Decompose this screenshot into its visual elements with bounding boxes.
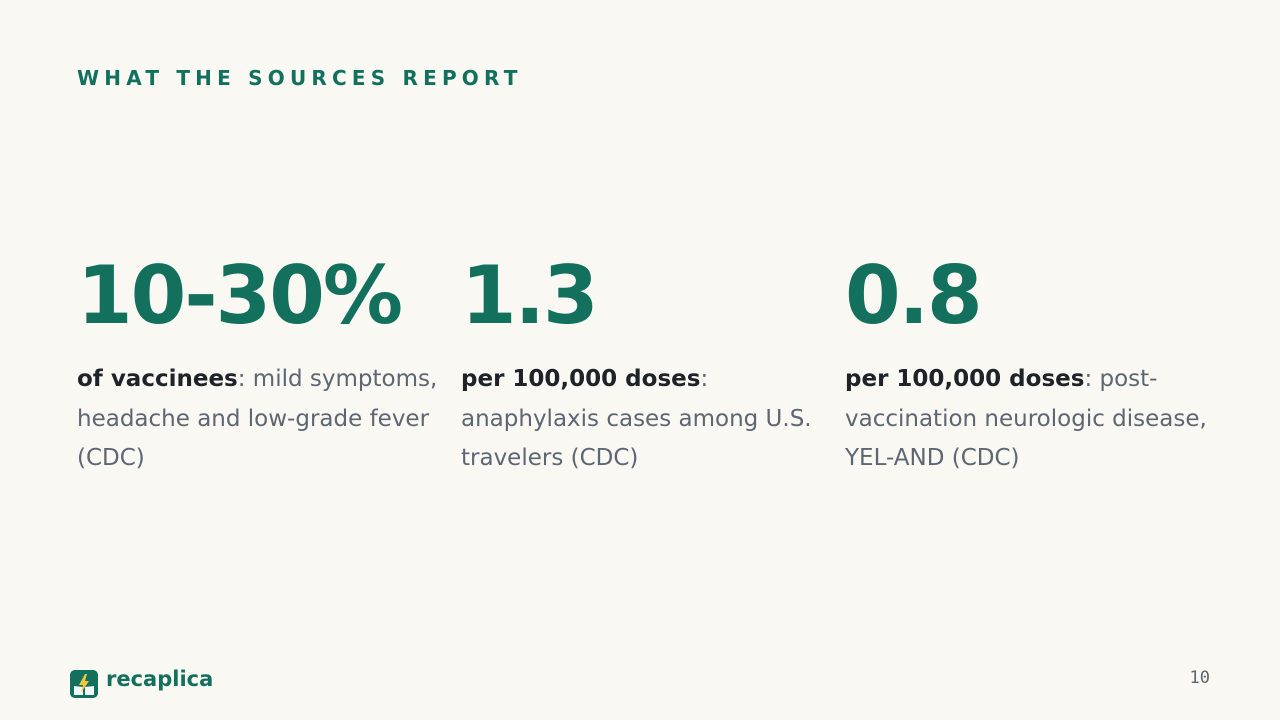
stat-card: 0.8 per 100,000 doses: post-vaccination … (845, 252, 1215, 479)
stat-card: 10-30% of vaccinees: mild symptoms, head… (77, 252, 447, 479)
stat-card: 1.3 per 100,000 doses: anaphylaxis cases… (461, 252, 831, 479)
stat-value: 1.3 (461, 249, 599, 342)
stat-lead: of vaccinees (77, 366, 238, 392)
stat-value: 0.8 (845, 249, 983, 342)
stat-description: per 100,000 doses: anaphylaxis cases amo… (461, 360, 831, 479)
stat-separator: : (237, 366, 246, 392)
stat-value: 10-30% (77, 249, 403, 342)
stat-separator: : (1084, 366, 1093, 392)
stat-text: post-vaccination neurologic disease, YEL… (845, 366, 1207, 471)
page-number: 10 (1189, 668, 1210, 688)
eyebrow-heading: WHAT THE SOURCES REPORT (77, 66, 523, 90)
stat-description: of vaccinees: mild symptoms, headache an… (77, 360, 447, 479)
brand-logo: recaplica (70, 667, 214, 700)
stat-lead: per 100,000 doses (845, 366, 1085, 392)
stat-separator: : (700, 366, 709, 392)
brand-name: recaplica (106, 667, 214, 691)
stat-description: per 100,000 doses: post-vaccination neur… (845, 360, 1215, 479)
lightning-book-icon (70, 670, 98, 698)
stat-lead: per 100,000 doses (461, 366, 701, 392)
stat-text: mild symptoms, headache and low-grade fe… (77, 366, 438, 471)
stat-text: anaphylaxis cases among U.S. travelers (… (461, 405, 812, 472)
